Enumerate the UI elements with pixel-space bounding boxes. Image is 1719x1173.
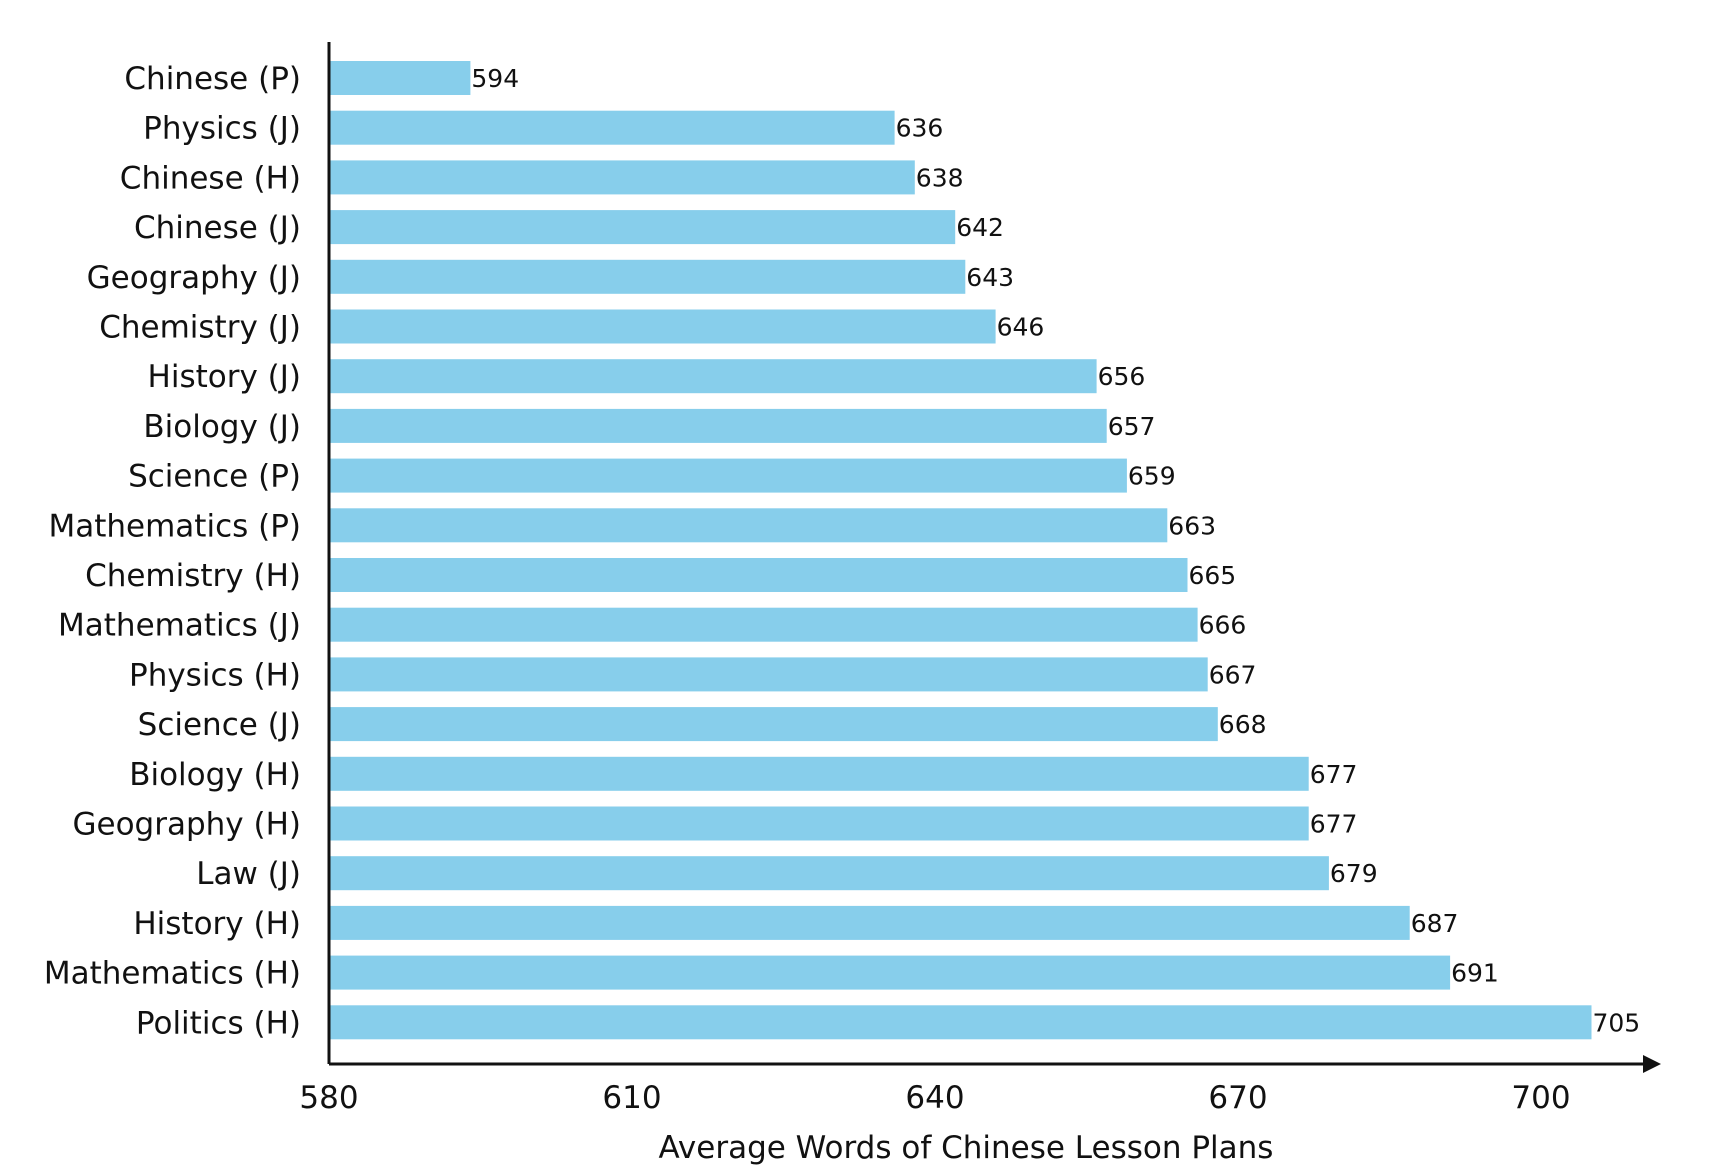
data-label: 646: [997, 313, 1045, 342]
data-label: 687: [1411, 909, 1459, 938]
category-label: Mathematics (H): [44, 956, 301, 992]
bar: [330, 955, 1451, 990]
axes-layer: [327, 42, 1661, 1073]
data-label: 677: [1310, 760, 1358, 789]
bar: [330, 408, 1107, 443]
data-label: 691: [1451, 959, 1499, 988]
x-tick-label: 580: [299, 1080, 358, 1116]
category-label: Chinese (H): [120, 160, 301, 196]
bar: [330, 558, 1188, 592]
bar: [330, 806, 1309, 841]
category-label: Chinese (P): [124, 61, 301, 97]
category-label: Mathematics (P): [48, 508, 301, 544]
category-label: History (J): [148, 359, 301, 395]
data-label: 705: [1593, 1008, 1641, 1037]
bar: [330, 160, 915, 195]
category-label: Biology (H): [129, 757, 301, 793]
x-tick-label: 640: [905, 1080, 964, 1116]
data-label: 666: [1199, 611, 1247, 640]
category-label: Physics (J): [143, 111, 301, 147]
bar: [330, 110, 895, 145]
category-label: Politics (H): [136, 1005, 301, 1041]
category-label: Chemistry (J): [99, 310, 301, 346]
category-label: Science (P): [128, 459, 301, 495]
data-label: 677: [1310, 810, 1358, 839]
data-label: 668: [1219, 710, 1267, 739]
bar: [330, 210, 956, 245]
category-label: Physics (H): [129, 657, 301, 693]
data-label: 679: [1330, 859, 1378, 888]
category-label: Science (J): [138, 707, 301, 743]
bar: [330, 259, 966, 294]
bar: [330, 1005, 1592, 1040]
ticks-layer: 580 610 640 670 700: [299, 1080, 1570, 1116]
category-label: Geography (J): [87, 260, 301, 296]
category-label: Mathematics (J): [58, 608, 301, 644]
bar: [330, 508, 1168, 543]
category-label: Geography (H): [72, 807, 301, 843]
x-tick-label: 700: [1511, 1080, 1570, 1116]
x-tick-label: 610: [602, 1080, 661, 1116]
data-label: 663: [1168, 511, 1216, 540]
bar: [330, 756, 1309, 791]
data-label: 594: [471, 64, 519, 93]
bars-layer: [330, 61, 1592, 1040]
bar: [330, 359, 1097, 394]
data-label: 642: [956, 213, 1004, 242]
data-label: 657: [1108, 412, 1156, 441]
bar: [330, 607, 1198, 642]
data-label: 638: [916, 163, 964, 192]
labels-layer: 594 Chinese (P) 636 Physics (J) 638 Chinese (…: [44, 61, 1640, 1041]
data-label: 643: [966, 263, 1014, 292]
category-label: Biology (J): [143, 409, 301, 445]
bar: [330, 61, 471, 95]
category-label: Chinese (J): [134, 210, 301, 246]
bar: [330, 309, 996, 344]
category-label: Chemistry (H): [85, 558, 301, 594]
category-label: History (H): [133, 906, 301, 942]
bar: [330, 657, 1208, 692]
data-label: 667: [1209, 660, 1257, 689]
bar: [330, 905, 1410, 940]
data-label: 636: [896, 114, 944, 143]
x-tick-label: 670: [1208, 1080, 1267, 1116]
data-label: 659: [1128, 462, 1176, 491]
data-label: 656: [1098, 362, 1146, 391]
category-label: Law (J): [196, 856, 301, 892]
x-axis-arrow-icon: [1643, 1055, 1661, 1073]
bar: [330, 856, 1329, 891]
bar: [330, 458, 1127, 493]
x-axis-title: Average Words of Chinese Lesson Plans: [659, 1130, 1274, 1166]
data-label: 665: [1189, 561, 1237, 590]
bar: [330, 707, 1218, 742]
